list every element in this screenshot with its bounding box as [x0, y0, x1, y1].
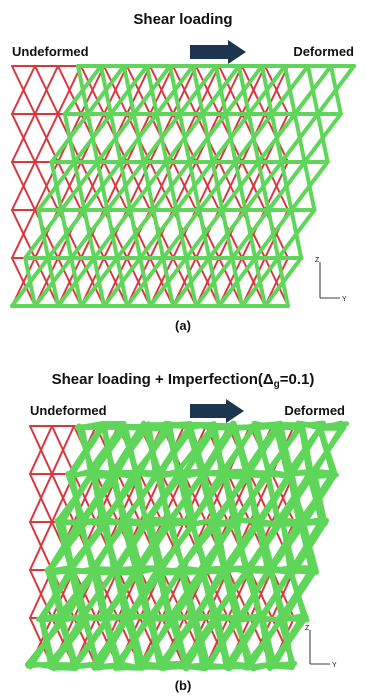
- axis-triad: [310, 262, 340, 664]
- arrow: [190, 399, 244, 423]
- axis-label: Z: [315, 257, 320, 264]
- arrow: [190, 40, 246, 64]
- lattice-strut: [144, 162, 154, 210]
- axis-label: Y: [342, 296, 347, 303]
- lattice-strut: [255, 258, 265, 306]
- lattice-strut: [124, 66, 134, 114]
- right-label: Deformed: [293, 44, 354, 59]
- lattice-strut: [216, 66, 226, 114]
- lattice-strut: [324, 424, 346, 426]
- lattice-strut: [170, 66, 180, 114]
- lattice-strut: [262, 66, 272, 114]
- title-end: =0.1): [280, 371, 315, 388]
- lattice-strut: [78, 66, 88, 114]
- right-label: Deformed: [284, 403, 345, 418]
- lattice-strut: [98, 162, 108, 210]
- panel-title: Shear loading + Imperfection(Δg=0.1): [52, 371, 315, 390]
- title-main: Shear loading + Imperfection(Δ: [52, 371, 274, 388]
- caption: (a): [175, 318, 191, 333]
- lattice-strut: [25, 258, 35, 306]
- lattice-strut: [157, 114, 167, 162]
- panel-b: [27, 423, 346, 669]
- lattice-strut: [117, 258, 127, 306]
- lattice-strut: [236, 162, 246, 210]
- lattice-strut: [295, 114, 305, 162]
- left-label: Undeformed: [30, 403, 107, 418]
- lattice-strut: [308, 66, 318, 114]
- figure: Shear loading Undeformed Deformed (a) Sh…: [0, 0, 366, 698]
- left-label: Undeformed: [12, 44, 89, 59]
- lattice-strut: [111, 114, 121, 162]
- panel-title: Shear loading: [133, 11, 232, 28]
- axis-label: Z: [305, 625, 310, 632]
- lattice-strut: [209, 258, 219, 306]
- lattice-strut: [190, 162, 200, 210]
- lattice-strut: [249, 114, 259, 162]
- axis-label: Y: [332, 662, 337, 669]
- lattice-strut: [65, 114, 75, 162]
- panel-a: [12, 66, 354, 306]
- lattice-strut: [71, 258, 81, 306]
- lattice-strut: [52, 162, 62, 210]
- caption: (b): [175, 678, 192, 693]
- lattice-strut: [282, 162, 292, 210]
- lattice-strut: [71, 473, 91, 475]
- lattice-strut: [163, 258, 173, 306]
- lattice-strut: [203, 114, 213, 162]
